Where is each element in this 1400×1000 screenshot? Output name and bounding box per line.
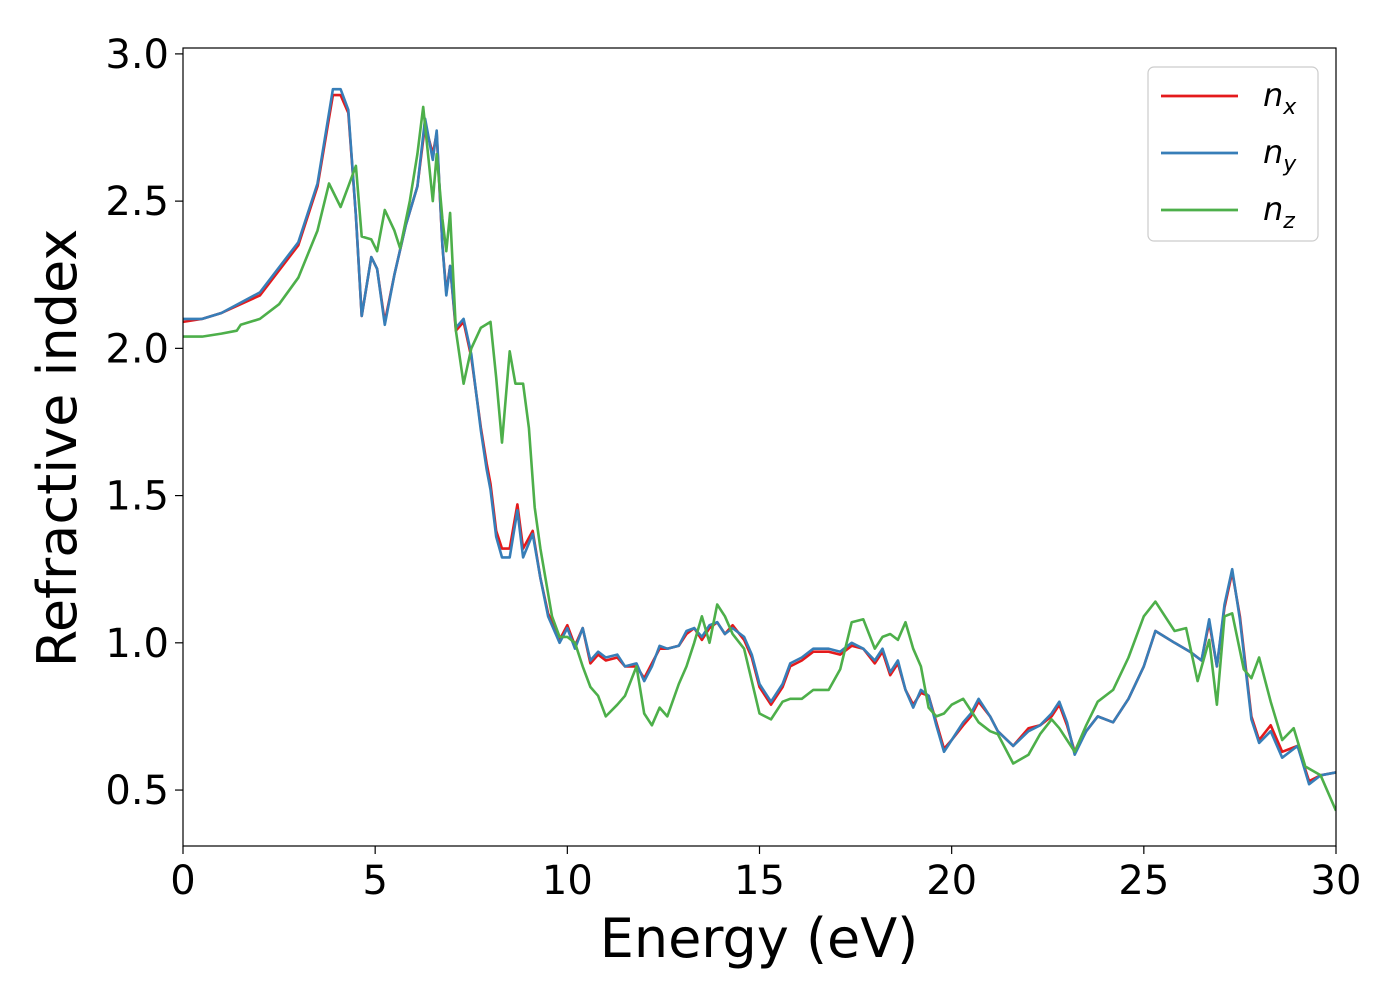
series-layer	[183, 87, 1336, 812]
x-tick-label: 10	[542, 858, 593, 904]
x-tick-label: 5	[362, 858, 387, 904]
axes-layer: 0 5 10 15 20 25 30 0.5 1.0 1.5 2.0 2.5 3.0	[105, 32, 1361, 904]
x-tick-label: 0	[170, 858, 195, 904]
x-tick-label: 15	[734, 858, 785, 904]
x-tick-label: 25	[1118, 858, 1169, 904]
legend-label-ny: ny	[1263, 133, 1297, 177]
x-tick-label: 30	[1311, 858, 1362, 904]
series-line-ny	[183, 87, 1336, 786]
legend-label-main: n	[1263, 76, 1283, 114]
legend-label-subscript: x	[1282, 95, 1297, 120]
y-tick-label: 2.0	[105, 326, 169, 372]
legend-label-subscript: y	[1282, 152, 1297, 177]
legend-label-subscript: z	[1282, 209, 1295, 234]
legend-label-nx: nx	[1263, 76, 1297, 120]
x-tick-label: 20	[926, 858, 977, 904]
legend-label-main: n	[1263, 190, 1283, 228]
y-tick-label: 1.0	[105, 621, 169, 667]
y-tick-label: 3.0	[105, 32, 169, 78]
y-axis-label: Refractive index	[26, 229, 89, 668]
y-tick-label: 2.5	[105, 179, 169, 225]
legend-label-main: n	[1263, 133, 1283, 171]
y-tick-label: 1.5	[105, 474, 169, 520]
x-axis-label: Energy (eV)	[600, 907, 919, 970]
series-line-nz	[183, 105, 1336, 812]
y-tick-label: 0.5	[105, 768, 169, 814]
legend-label-nz: nz	[1263, 190, 1295, 234]
